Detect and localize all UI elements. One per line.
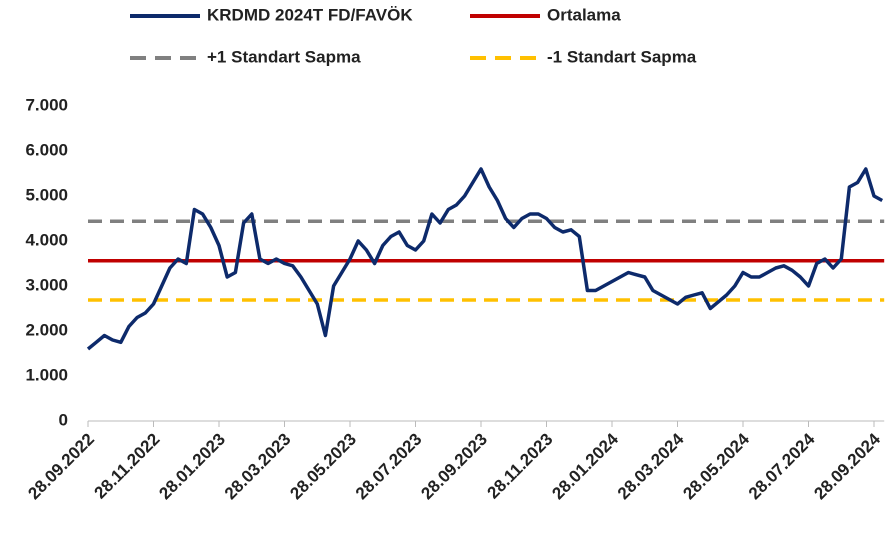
x-tick-label: 28.07.2023 <box>352 430 426 504</box>
x-tick-label: 28.01.2023 <box>155 430 229 504</box>
x-tick-label: 28.11.2022 <box>91 430 164 503</box>
x-tick-label: 28.09.2023 <box>417 430 491 504</box>
data-line <box>86 167 884 351</box>
y-tick-label: 4.000 <box>25 230 68 249</box>
x-tick-label: 28.09.2024 <box>810 429 884 503</box>
x-tick-label: 28.07.2024 <box>745 429 819 503</box>
legend-label: Ortalama <box>547 5 621 24</box>
y-tick-label: 3.000 <box>25 275 68 294</box>
x-tick-label: 28.09.2022 <box>24 430 98 504</box>
x-tick-label: 28.03.2024 <box>614 429 688 503</box>
legend-label: -1 Standart Sapma <box>547 47 697 66</box>
y-tick-label: 6.000 <box>25 140 68 159</box>
y-tick-label: 5.000 <box>25 185 68 204</box>
y-tick-label: 7.000 <box>25 95 68 114</box>
y-tick-label: 2.000 <box>25 320 68 339</box>
x-tick-label: 28.05.2024 <box>679 429 753 503</box>
legend-label: +1 Standart Sapma <box>207 47 361 66</box>
legend-label: KRDMD 2024T FD/FAVÖK <box>207 5 413 24</box>
y-tick-label: 1.000 <box>25 365 68 384</box>
x-tick-label: 28.05.2023 <box>286 430 360 504</box>
x-tick-label: 28.03.2023 <box>221 430 295 504</box>
y-tick-label: 0 <box>59 410 68 429</box>
x-tick-label: 28.11.2023 <box>484 430 557 503</box>
x-tick-label: 28.01.2024 <box>548 429 622 503</box>
